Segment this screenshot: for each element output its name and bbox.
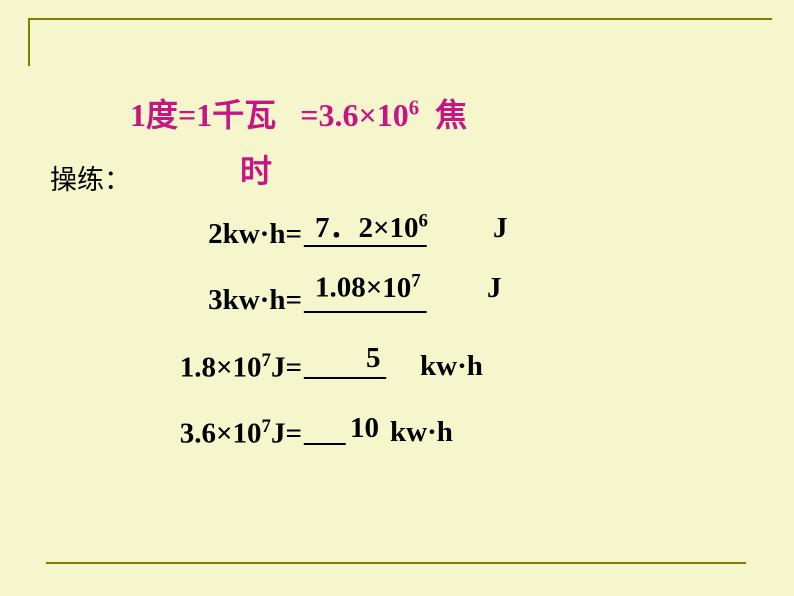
bottom-border-decoration bbox=[46, 562, 746, 564]
problem-unit: J bbox=[493, 212, 508, 245]
problem-blank: _________ bbox=[304, 284, 426, 317]
problem-row: 1.8×107J= 5 ______ kw·h bbox=[150, 332, 750, 398]
title-section: 1度=1千瓦 =3.6×106 焦 时 操练： bbox=[50, 90, 750, 190]
problem-row: 3.6×107J= 10 ___ kw·h bbox=[150, 398, 750, 464]
problem-unit: J bbox=[487, 272, 502, 305]
problem-lhs: 1.8×107J= bbox=[142, 350, 302, 385]
problem-unit: kw·h bbox=[390, 416, 453, 449]
problems-list: 2kw·h= 7．2×106 _________ J 3kw·h= 1.08×1… bbox=[150, 200, 750, 464]
problem-lhs: 3.6×107J= bbox=[142, 416, 302, 451]
problem-row: 2kw·h= 7．2×106 _________ J bbox=[150, 200, 750, 266]
practice-label: 操练： bbox=[50, 158, 131, 197]
title-suffix: 时 bbox=[240, 146, 272, 192]
problem-lhs: 2kw·h= bbox=[162, 218, 302, 251]
problem-row: 3kw·h= 1.08×107 _________ J bbox=[150, 266, 750, 332]
problem-blank: _________ bbox=[304, 218, 426, 251]
problem-unit: kw·h bbox=[420, 350, 483, 383]
problem-blank: ___ bbox=[304, 416, 345, 449]
title-formula: 1度=1千瓦 =3.6×106 焦 bbox=[130, 90, 467, 136]
problem-lhs: 3kw·h= bbox=[168, 284, 302, 317]
top-border-decoration bbox=[28, 18, 772, 66]
slide-content: 1度=1千瓦 =3.6×106 焦 时 操练： 2kw·h= 7．2×106 _… bbox=[50, 90, 750, 464]
problem-blank: ______ bbox=[304, 350, 385, 383]
problem-answer: 10 bbox=[350, 412, 379, 445]
